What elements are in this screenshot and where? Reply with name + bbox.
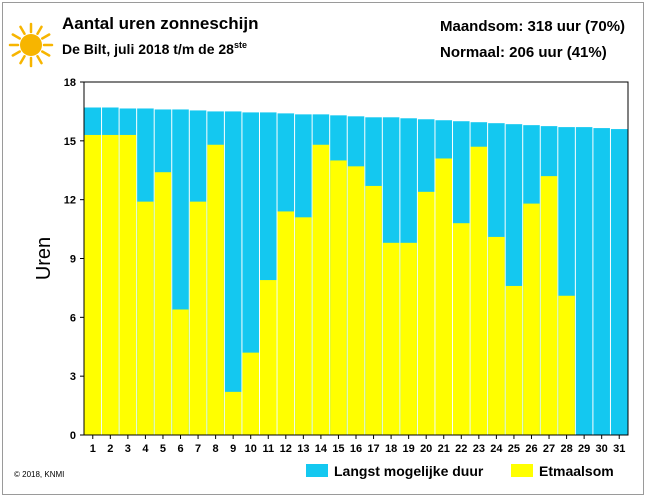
bar-sunshine <box>84 134 102 435</box>
bar-sunshine <box>172 309 189 435</box>
bar-sunshine <box>224 391 242 435</box>
y-tick-label: 18 <box>64 77 76 89</box>
sun-ray <box>19 55 26 65</box>
bar-sunshine <box>189 201 207 435</box>
sun-disc <box>20 34 42 56</box>
x-tick-label: 13 <box>297 443 309 455</box>
chart-subtitle: De Bilt, juli 2018 t/m de 28ste <box>62 40 247 57</box>
bar-sunshine <box>400 242 417 435</box>
y-tick-label: 15 <box>64 136 76 148</box>
x-tick-label: 9 <box>230 443 236 455</box>
bar-max-duration <box>593 128 610 435</box>
bar-sunshine <box>540 176 558 435</box>
bar-max-duration <box>610 129 628 436</box>
x-tick-label: 28 <box>560 443 572 455</box>
legend-swatch-actual <box>511 464 533 477</box>
y-tick-label: 9 <box>70 254 76 266</box>
x-tick-label: 31 <box>613 443 625 455</box>
y-axis-title: Uren <box>33 237 55 280</box>
x-tick-label: 15 <box>332 443 344 455</box>
chart-title: Aantal uren zonneschijn <box>62 14 259 33</box>
x-tick-label: 10 <box>245 443 257 455</box>
x-tick-label: 5 <box>160 443 166 455</box>
x-tick-label: 21 <box>438 443 450 455</box>
plot-border <box>83 81 629 436</box>
bar-sunshine <box>312 144 330 435</box>
bar-sunshine <box>259 280 277 435</box>
sun-ray <box>36 55 43 65</box>
x-tick-label: 17 <box>367 443 379 455</box>
bar-sunshine <box>505 285 523 435</box>
y-tick-label: 0 <box>70 430 76 442</box>
bar-sunshine <box>347 166 365 436</box>
bar-sunshine <box>242 352 259 435</box>
x-tick-label: 27 <box>543 443 555 455</box>
bar-sunshine <box>330 160 347 435</box>
x-tick-label: 22 <box>455 443 467 455</box>
x-tick-label: 7 <box>195 443 201 455</box>
sun-ray <box>11 50 21 57</box>
legend-swatch-max <box>306 464 328 477</box>
bar-sunshine <box>137 201 154 435</box>
y-tick-label: 3 <box>70 371 76 383</box>
subtitle-text: De Bilt, juli 2018 t/m de 28 <box>62 41 234 57</box>
y-tick-label: 6 <box>70 312 76 324</box>
bar-sunshine <box>102 134 119 435</box>
legend-label-max: Langst mogelijke duur <box>334 463 484 479</box>
bar-sunshine <box>295 217 312 435</box>
bar-sunshine <box>365 185 382 435</box>
x-tick-label: 8 <box>213 443 219 455</box>
bar-max-duration <box>224 111 242 436</box>
bar-sunshine <box>435 158 453 435</box>
x-tick-label: 6 <box>177 443 183 455</box>
legend-label-actual: Etmaalsom <box>539 463 614 479</box>
sun-ray <box>41 50 51 57</box>
bar-sunshine <box>207 144 224 435</box>
bar-sunshine <box>523 203 540 435</box>
x-tick-label: 16 <box>350 443 362 455</box>
bar-sunshine <box>488 236 505 435</box>
bar-sunshine <box>558 295 575 435</box>
x-tick-label: 19 <box>403 443 415 455</box>
subtitle-superscript: ste <box>233 40 247 50</box>
sun-icon <box>8 22 54 68</box>
x-tick-label: 29 <box>578 443 590 455</box>
x-tick-label: 25 <box>508 443 520 455</box>
y-tick-label: 12 <box>64 195 76 207</box>
x-tick-label: 20 <box>420 443 432 455</box>
x-tick-label: 18 <box>385 443 397 455</box>
bar-sunshine <box>453 223 470 435</box>
bar-sunshine <box>277 211 295 435</box>
sun-ray <box>36 25 43 35</box>
bar-sunshine <box>382 242 400 435</box>
x-tick-label: 1 <box>90 443 96 455</box>
x-tick-label: 23 <box>473 443 485 455</box>
x-tick-label: 24 <box>490 443 503 455</box>
copyright: © 2018, KNMI <box>14 470 65 479</box>
month-total: Maandsom: 318 uur (70%) <box>440 18 626 35</box>
bar-sunshine <box>119 134 137 435</box>
x-tick-label: 14 <box>315 443 328 455</box>
x-tick-label: 11 <box>262 443 274 455</box>
sun-ray <box>19 25 26 35</box>
sun-ray <box>11 33 21 40</box>
x-tick-label: 30 <box>596 443 608 455</box>
x-tick-label: 3 <box>125 443 131 455</box>
x-tick-label: 2 <box>107 443 113 455</box>
x-tick-label: 4 <box>142 443 149 455</box>
bar-sunshine <box>470 146 488 435</box>
normal-total: Normaal: 206 uur (41%) <box>440 44 607 61</box>
bar-max-duration <box>575 127 593 435</box>
bar-sunshine <box>417 191 435 435</box>
x-tick-label: 12 <box>280 443 292 455</box>
bar-sunshine <box>154 172 172 435</box>
x-tick-label: 26 <box>525 443 537 455</box>
sun-ray <box>41 33 51 40</box>
